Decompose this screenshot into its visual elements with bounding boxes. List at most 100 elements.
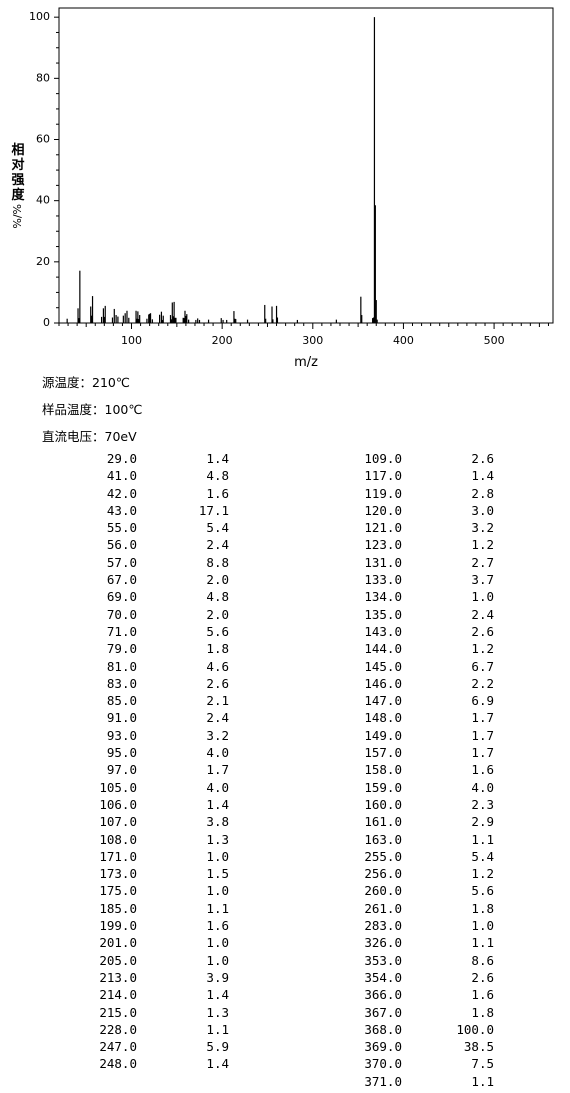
- mz-value: 135.0: [364, 606, 402, 622]
- y-axis-title-char-2: 对: [11, 157, 24, 173]
- mz-value: 120.0: [364, 502, 402, 518]
- relative-abundance-value: 1.8: [471, 1004, 494, 1020]
- peak-bars: [66, 17, 378, 323]
- relative-abundance-value: 2.6: [471, 451, 494, 466]
- mz-value: 109.0: [364, 451, 402, 466]
- mz-value: 83.0: [106, 675, 137, 691]
- table-row: 85.0 2.1: [0, 693, 240, 710]
- condition-source-temperature: 源温度：210℃: [42, 372, 130, 391]
- mz-value: 214.0: [99, 987, 137, 1003]
- relative-abundance-value: 1.7: [471, 710, 494, 726]
- table-row: 108.0 1.3: [0, 832, 240, 849]
- mz-value: 55.0: [106, 520, 137, 536]
- table-row: 149.0 1.7: [280, 728, 520, 745]
- y-axis-title-char-1: 相: [11, 142, 24, 158]
- mz-value: 106.0: [99, 796, 137, 812]
- table-row: 201.0 1.0: [0, 935, 240, 952]
- relative-abundance-value: 4.8: [206, 589, 229, 605]
- relative-abundance-value: 2.0: [206, 606, 229, 622]
- mz-value: 71.0: [106, 623, 137, 639]
- table-row: 261.0 1.8: [280, 901, 520, 918]
- relative-abundance-value: 1.6: [471, 987, 494, 1003]
- relative-abundance-value: 4.8: [206, 468, 229, 484]
- relative-abundance-value: 3.2: [206, 727, 229, 743]
- relative-abundance-value: 2.6: [471, 623, 494, 639]
- mz-value: 256.0: [364, 866, 402, 882]
- table-row: 106.0 1.4: [0, 797, 240, 814]
- mz-value: 260.0: [364, 883, 402, 899]
- table-row: 67.0 2.0: [0, 572, 240, 589]
- table-row: 205.0 1.0: [0, 953, 240, 970]
- relative-abundance-value: 6.7: [471, 658, 494, 674]
- relative-abundance-value: 3.9: [206, 969, 229, 985]
- condition-label: 源温度：: [42, 375, 93, 390]
- table-row: 158.0 1.6: [280, 762, 520, 779]
- mz-value: 353.0: [364, 952, 402, 968]
- table-row: 109.0 2.6: [280, 451, 520, 468]
- condition-value: 100℃: [104, 402, 143, 417]
- mz-value: 107.0: [99, 814, 137, 830]
- relative-abundance-value: 1.6: [206, 918, 229, 934]
- table-row: 117.0 1.4: [280, 468, 520, 485]
- condition-value: 210℃: [92, 375, 130, 390]
- table-row: 171.0 1.0: [0, 849, 240, 866]
- relative-abundance-value: 2.2: [471, 675, 494, 691]
- mz-value: 144.0: [364, 641, 402, 657]
- mz-value: 371.0: [364, 1073, 402, 1089]
- relative-abundance-value: 1.1: [471, 935, 494, 951]
- mz-value: 56.0: [106, 537, 137, 553]
- mz-value: 326.0: [364, 935, 402, 951]
- table-row: 148.0 1.7: [280, 710, 520, 727]
- condition-label: 样品温度：: [42, 402, 105, 417]
- relative-abundance-value: 1.7: [471, 727, 494, 743]
- table-row: 369.0 38.5: [280, 1039, 520, 1056]
- mz-value: 368.0: [364, 1021, 402, 1037]
- table-row: 354.0 2.6: [280, 970, 520, 987]
- relative-abundance-value: 1.4: [206, 796, 229, 812]
- relative-abundance-value: 4.0: [471, 779, 494, 795]
- mz-value: 283.0: [364, 918, 402, 934]
- mz-value: 133.0: [364, 572, 402, 588]
- table-row: 133.0 3.7: [280, 572, 520, 589]
- mz-value: 134.0: [364, 589, 402, 605]
- mz-value: 95.0: [106, 745, 137, 761]
- peak-table-right-column: 109.0 2.6 117.0 1.4 119.0 2.8 120.0 3.0 121.0 3.2…: [280, 451, 520, 1091]
- relative-abundance-value: 1.0: [206, 952, 229, 968]
- relative-abundance-value: 1.4: [206, 451, 229, 466]
- relative-abundance-value: 5.4: [471, 848, 494, 864]
- relative-abundance-value: 1.7: [206, 762, 229, 778]
- table-row: 353.0 8.6: [280, 953, 520, 970]
- relative-abundance-value: 5.4: [206, 520, 229, 536]
- table-row: 119.0 2.8: [280, 486, 520, 503]
- mz-value: 97.0: [106, 762, 137, 778]
- x-tick-label: 500: [484, 334, 505, 347]
- table-row: 105.0 4.0: [0, 780, 240, 797]
- condition-sample-temperature: 样品温度：100℃: [42, 399, 142, 418]
- mz-value: 43.0: [106, 502, 137, 518]
- table-row: 143.0 2.6: [280, 624, 520, 641]
- table-row: 79.0 1.8: [0, 641, 240, 658]
- relative-abundance-value: 2.7: [471, 554, 494, 570]
- mz-value: 121.0: [364, 520, 402, 536]
- relative-abundance-value: 2.0: [206, 572, 229, 588]
- relative-abundance-value: 1.1: [471, 831, 494, 847]
- mz-value: 201.0: [99, 935, 137, 951]
- table-row: 43.0 17.1: [0, 503, 240, 520]
- table-row: 120.0 3.0: [280, 503, 520, 520]
- table-row: 371.0 1.1: [280, 1074, 520, 1091]
- table-row: 41.0 4.8: [0, 468, 240, 485]
- mz-value: 85.0: [106, 693, 137, 709]
- mz-value: 157.0: [364, 745, 402, 761]
- mz-value: 228.0: [99, 1021, 137, 1037]
- relative-abundance-value: 1.0: [471, 918, 494, 934]
- table-row: 57.0 8.8: [0, 555, 240, 572]
- y-tick-label: 80: [36, 71, 50, 84]
- table-row: 283.0 1.0: [280, 918, 520, 935]
- relative-abundance-value: 1.7: [471, 745, 494, 761]
- y-axis-title: 相 对 强 度 %/%: [11, 142, 25, 229]
- mz-value: 108.0: [99, 831, 137, 847]
- mz-value: 79.0: [106, 641, 137, 657]
- mz-value: 367.0: [364, 1004, 402, 1020]
- relative-abundance-value: 3.0: [471, 502, 494, 518]
- relative-abundance-value: 1.1: [206, 900, 229, 916]
